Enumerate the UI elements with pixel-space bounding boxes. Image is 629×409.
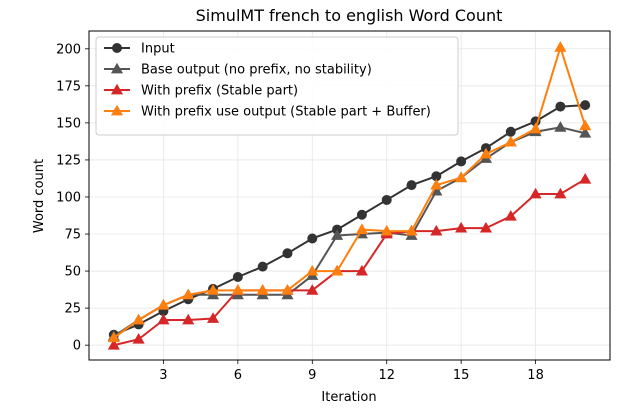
chart-title: SimulMT french to english Word Count (196, 6, 503, 25)
data-point-input-12 (381, 194, 392, 205)
series-with-prefix-use-output-stable-part-buffer (107, 41, 592, 343)
legend-marker-with-prefix-stable-part (110, 83, 124, 95)
data-point-with-prefix-stable-part-20 (579, 172, 592, 184)
data-point-input-17 (505, 126, 516, 137)
data-point-with-prefix-stable-part-17 (504, 210, 517, 221)
data-point-with-prefix-use-output-stable-part-buffer-6 (231, 284, 244, 295)
data-point-with-prefix-stable-part-5 (206, 312, 220, 323)
data-point-with-prefix-stable-part-2 (132, 333, 145, 344)
x-tick-label-18: 18 (527, 368, 544, 383)
x-tick-label-15: 15 (453, 368, 470, 383)
data-point-with-prefix-use-output-stable-part-buffer-5 (206, 284, 220, 295)
legend-box (95, 36, 459, 136)
y-tick-label-175: 175 (56, 79, 81, 94)
y-tick-label-200: 200 (56, 42, 81, 57)
tick-layer: 3 6 9 12 15 18 0 25 50 75 100 125 150 175 200 (56, 42, 544, 383)
data-point-with-prefix-stable-part-1 (107, 338, 120, 350)
data-point-with-prefix-stable-part-18 (529, 187, 542, 199)
data-point-with-prefix-use-output-stable-part-buffer-1 (107, 331, 120, 343)
y-tick-label-0: 0 (73, 339, 81, 354)
data-point-input-11 (356, 209, 367, 220)
data-point-with-prefix-use-output-stable-part-buffer-9 (306, 264, 319, 276)
data-point-with-prefix-use-output-stable-part-buffer-17 (504, 135, 517, 147)
x-tick-label-3: 3 (159, 368, 167, 383)
legend-marker-base-output-no-prefix-no-stability (110, 62, 124, 74)
data-point-with-prefix-stable-part-16 (479, 221, 493, 233)
data-point-base-output-no-prefix-no-stability-20 (579, 127, 592, 138)
data-point-with-prefix-use-output-stable-part-buffer-20 (579, 119, 592, 131)
data-point-with-prefix-use-output-stable-part-buffer-18 (529, 122, 542, 134)
data-point-with-prefix-use-output-stable-part-buffer-7 (256, 284, 269, 295)
x-axis-label: Iteration (321, 390, 376, 405)
x-tick-label-6: 6 (234, 368, 242, 383)
data-point-base-output-no-prefix-no-stability-10 (331, 229, 344, 240)
y-tick-label-50: 50 (64, 265, 81, 280)
data-point-with-prefix-use-output-stable-part-buffer-14 (430, 178, 443, 190)
data-point-with-prefix-stable-part-4 (182, 313, 195, 325)
data-point-with-prefix-use-output-stable-part-buffer-13 (405, 224, 418, 236)
y-tick-label-100: 100 (56, 190, 81, 205)
legend: Input Base output (no prefix, no stabilit… (95, 36, 459, 136)
data-point-with-prefix-use-output-stable-part-buffer-16 (479, 147, 493, 159)
data-point-with-prefix-use-output-stable-part-buffer-10 (331, 264, 344, 276)
legend-label-with-prefix-stable-part: With prefix (Stable part) (141, 84, 298, 99)
data-point-with-prefix-use-output-stable-part-buffer-19 (554, 41, 567, 52)
data-point-with-prefix-stable-part-9 (306, 284, 319, 295)
data-point-with-prefix-stable-part-15 (455, 221, 468, 233)
data-point-input-9 (307, 233, 318, 244)
x-tick-label-12: 12 (378, 368, 395, 383)
legend-label-base-output-no-prefix-no-stability: Base output (no prefix, no stability) (141, 63, 372, 78)
data-point-input-8 (282, 248, 293, 259)
y-tick-label-150: 150 (56, 116, 81, 131)
data-point-input-19 (555, 101, 566, 112)
data-point-base-output-no-prefix-no-stability-19 (554, 121, 567, 132)
x-tick-label-9: 9 (308, 368, 316, 383)
data-point-with-prefix-use-output-stable-part-buffer-15 (455, 171, 468, 183)
data-point-input-20 (580, 100, 591, 111)
legend-marker-with-prefix-use-output-stable-part-buffer (110, 104, 124, 116)
y-tick-label-75: 75 (64, 228, 81, 243)
data-point-input-6 (232, 272, 243, 283)
legend-entry-with-prefix-stable-part: With prefix (Stable part) (104, 84, 298, 99)
legend-entry-with-prefix-use-output-stable-part-buffer: With prefix use output (Stable part + Bu… (104, 105, 431, 120)
data-point-with-prefix-use-output-stable-part-buffer-3 (157, 298, 170, 310)
series-layer (107, 41, 592, 350)
plot-frame (88, 30, 611, 361)
data-point-with-prefix-use-output-stable-part-buffer-12 (380, 224, 393, 236)
legend-entry-input: Input (104, 42, 175, 57)
y-tick-label-25: 25 (64, 302, 81, 317)
data-point-with-prefix-stable-part-14 (430, 224, 443, 236)
data-point-input-13 (406, 180, 417, 191)
legend-label-input: Input (141, 42, 175, 57)
data-point-with-prefix-use-output-stable-part-buffer-2 (132, 313, 145, 325)
data-point-input-15 (456, 156, 467, 167)
data-point-with-prefix-stable-part-3 (157, 313, 170, 325)
legend-label-with-prefix-use-output-stable-part-buffer: With prefix use output (Stable part + Bu… (141, 105, 431, 120)
data-point-with-prefix-use-output-stable-part-buffer-11 (355, 223, 368, 234)
data-point-with-prefix-stable-part-19 (554, 187, 567, 199)
y-tick-label-125: 125 (56, 153, 81, 168)
y-axis-label: Word count (32, 159, 47, 233)
data-point-with-prefix-stable-part-11 (355, 264, 368, 276)
legend-entry-base-output-no-prefix-no-stability: Base output (no prefix, no stability) (104, 63, 372, 78)
data-point-with-prefix-use-output-stable-part-buffer-4 (182, 288, 195, 300)
data-point-with-prefix-use-output-stable-part-buffer-8 (281, 284, 294, 295)
legend-marker-input (112, 43, 122, 53)
data-point-input-7 (257, 261, 268, 272)
